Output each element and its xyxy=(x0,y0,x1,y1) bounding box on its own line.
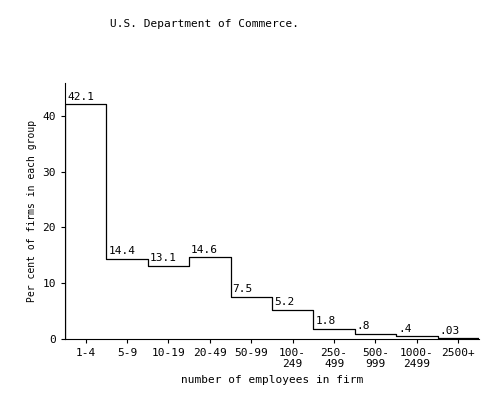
Y-axis label: Per cent of firms in each group: Per cent of firms in each group xyxy=(27,120,37,301)
Text: .03: .03 xyxy=(440,326,460,336)
Text: 13.1: 13.1 xyxy=(150,253,177,263)
Text: 42.1: 42.1 xyxy=(67,92,94,102)
X-axis label: number of employees in firm: number of employees in firm xyxy=(181,375,363,385)
Text: U.S. Department of Commerce.: U.S. Department of Commerce. xyxy=(110,19,299,28)
Text: 7.5: 7.5 xyxy=(233,284,253,294)
Text: 14.6: 14.6 xyxy=(191,244,218,254)
Text: 14.4: 14.4 xyxy=(108,246,135,256)
Text: .4: .4 xyxy=(398,324,412,334)
Text: 1.8: 1.8 xyxy=(315,316,336,326)
Text: 5.2: 5.2 xyxy=(274,297,294,307)
Text: .8: .8 xyxy=(357,321,370,331)
